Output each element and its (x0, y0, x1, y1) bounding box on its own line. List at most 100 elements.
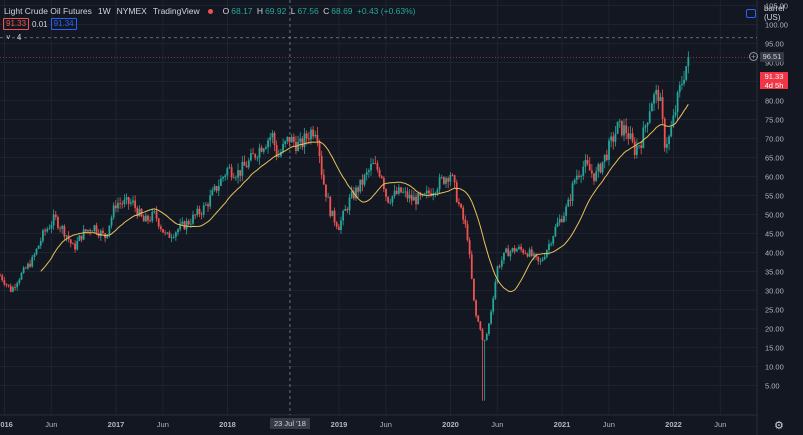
candle-up (224, 175, 227, 178)
candle-down (522, 249, 525, 254)
candle-up (211, 190, 214, 196)
price-tick-label: 35.00 (765, 268, 784, 277)
candle-up (584, 160, 587, 167)
candle-up (22, 267, 25, 274)
candle-up (449, 174, 452, 182)
gear-icon[interactable]: ⚙ (774, 420, 784, 432)
indicators-toggle[interactable]: ˅ 4 (6, 33, 21, 42)
candle-up (670, 126, 673, 137)
candle-up (237, 170, 239, 178)
candle-up (166, 232, 169, 234)
candle-up (52, 214, 55, 226)
symbol-name[interactable]: Light Crude Oil Futures (4, 6, 92, 16)
candle-down (149, 220, 152, 222)
candle-down (346, 209, 349, 211)
candle-down (357, 187, 360, 192)
candle-down (243, 161, 246, 166)
interval-label[interactable]: 1W (97, 6, 111, 16)
candle-up (20, 273, 23, 280)
candle-up (192, 214, 194, 224)
candle-up (286, 136, 289, 142)
candle-down (380, 176, 383, 178)
candle-up (389, 202, 392, 204)
candle-down (395, 190, 398, 194)
candle-up (681, 83, 683, 86)
candle-up (642, 127, 645, 148)
candle-up (638, 145, 640, 147)
candle-up (595, 171, 598, 181)
price-tick-label: 105.00 (765, 2, 788, 11)
candle-down (455, 182, 458, 203)
candle-up (554, 226, 557, 237)
candle-up (110, 217, 113, 226)
candle-down (292, 136, 295, 142)
ohlc-open-label: O (222, 6, 230, 16)
time-tick-label: 2018 (219, 420, 236, 429)
candle-up (35, 248, 38, 255)
symbol-legend[interactable]: Light Crude Oil Futures 1W NYMEX Trading… (4, 4, 418, 18)
chevron-down-icon: ˅ (6, 33, 11, 42)
candle-up (16, 283, 19, 288)
candle-up (112, 205, 115, 218)
market-status-icon (207, 8, 213, 14)
candle-up (189, 223, 192, 225)
candle-up (505, 248, 507, 253)
candle-down (473, 278, 475, 301)
candle-up (608, 140, 610, 160)
candle-up (687, 57, 690, 67)
add-alert-icon[interactable]: + (749, 52, 758, 61)
candle-down (605, 154, 608, 160)
candle-up (614, 133, 617, 142)
currency-label[interactable]: barrel (US) (763, 4, 785, 22)
candle-up (340, 220, 342, 231)
candle-up (93, 225, 96, 231)
candle-down (14, 287, 16, 288)
candle-up (678, 85, 681, 93)
candle-up (402, 191, 405, 193)
candle-up (37, 245, 40, 249)
candle-down (127, 197, 130, 204)
candle-up (271, 132, 274, 138)
candle-down (57, 217, 59, 228)
price-tick-label: 95.00 (765, 40, 784, 49)
candle-up (76, 241, 79, 250)
provider-label: TradingView (152, 6, 200, 16)
candle-up (511, 247, 514, 252)
buy-price-button[interactable]: 91.34 (50, 18, 77, 30)
candle-down (329, 196, 332, 217)
candle-down (200, 214, 203, 215)
ohlc-low-value: 67.56 (297, 6, 319, 16)
candle-up (490, 311, 492, 324)
chat-icon[interactable] (746, 8, 756, 18)
candle-up (494, 281, 497, 299)
sell-price-button[interactable]: 91.33 (3, 18, 30, 30)
candle-down (479, 321, 482, 330)
candle-up (144, 215, 147, 222)
time-tick-label: 2022 (665, 420, 682, 429)
candle-down (586, 160, 589, 165)
candle-down (168, 232, 171, 238)
candle-down (593, 173, 595, 181)
candle-up (31, 257, 34, 267)
candle-up (648, 111, 651, 123)
candle-up (500, 260, 503, 267)
candle-up (185, 220, 188, 230)
candle-down (159, 226, 162, 230)
candle-up (485, 333, 488, 340)
candle-up (408, 194, 411, 199)
candle-up (172, 237, 175, 238)
candle-up (219, 178, 222, 186)
exchange-label: NYMEX (116, 6, 147, 16)
candle-up (123, 199, 126, 205)
candle-up (363, 175, 366, 185)
price-change: +0.43 (+0.63%) (356, 6, 416, 16)
candle-down (520, 246, 522, 250)
candle-down (230, 167, 233, 178)
candle-down (162, 229, 164, 233)
candle-up (228, 167, 231, 169)
candle-up (48, 228, 51, 230)
candle-up (290, 136, 293, 143)
candle-up (297, 141, 299, 151)
candle-up (575, 175, 578, 180)
